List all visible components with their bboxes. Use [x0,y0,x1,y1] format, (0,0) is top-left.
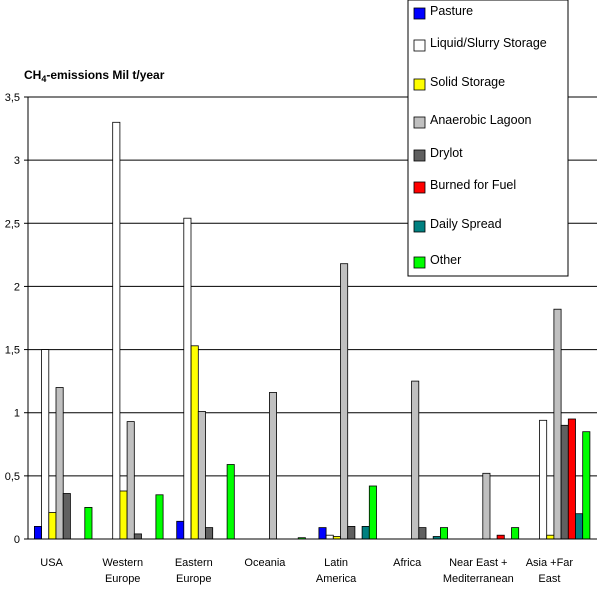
legend-box [407,0,569,277]
bar-drylot [133,533,142,540]
category-label: Asia +Far [526,557,574,569]
bar-liquid-slurry-storage [41,349,50,540]
bar-drylot [62,493,71,540]
legend-swatch [413,181,426,194]
category-labels: USA Western Europe Eastern Europe Oceania Lati… [40,557,573,585]
bar-anaerobic-lagoon [482,472,491,540]
y-tick-label: 0 [14,534,20,546]
legend-swatch [413,39,426,52]
bar-other [439,527,448,540]
legend-entry: Anaerobic Lagoon [430,113,532,127]
category-label: Mediterranean [443,573,514,585]
category-label: Eastern [175,557,213,569]
category-label: USA [40,557,63,569]
bar-anaerobic-lagoon [55,387,64,540]
bar-burned-for-fuel [496,534,505,540]
bar-solid-storage [546,534,555,540]
bar-pasture [176,520,185,540]
legend-entry: Daily Spread [430,217,502,231]
bar-drylot [418,527,427,540]
bar-anaerobic-lagoon [411,380,420,540]
bar-anaerobic-lagoon [553,308,562,540]
bar-other [226,464,235,540]
category-label: Latin [324,557,348,569]
bar-daily-spread [575,513,584,540]
y-tick-label: 1,5 [5,345,20,357]
bar-pasture [318,527,327,540]
y-tick-labels: 0 0,5 1 1,5 2 2,5 3 3,5 [5,92,20,546]
axes [27,97,597,540]
y-axis-title: CH4-emissions Mil t/year [24,68,165,84]
bar-anaerobic-lagoon [268,392,277,540]
y-tick-label: 0,5 [5,471,20,483]
legend-swatch [413,7,426,20]
y-tick-label: 1 [14,408,20,420]
legend-entry: Solid Storage [430,75,505,89]
legend-swatch [413,116,426,129]
category-label: East [538,573,560,585]
legend-entry: Burned for Fuel [430,178,516,192]
y-axis-title-rest: -emissions Mil t/year [46,68,164,82]
bar-daily-spread [361,526,370,540]
bar-other [84,506,93,540]
bar-drylot [560,424,569,540]
bar-other [368,485,377,540]
bar-drylot [347,526,356,540]
legend-swatch [413,149,426,162]
category-label: Europe [176,573,211,585]
bar-drylot [205,527,214,540]
bar-liquid-slurry-storage [112,121,121,540]
bar-liquid-slurry-storage [539,419,548,540]
bar-anaerobic-lagoon [126,421,135,540]
bar-liquid-slurry-storage [325,534,334,540]
bar-solid-storage [119,490,128,540]
bar-pasture [34,526,43,540]
legend-swatch [413,78,426,91]
y-axis-title-main: CH [24,68,41,82]
legend-swatch [413,256,426,269]
category-label: Near East + [449,557,507,569]
legend-entry: Drylot [430,146,463,160]
category-label: America [316,573,357,585]
category-label: Western [102,557,143,569]
y-axis-title-subscript: 4 [41,74,46,84]
bar-solid-storage [48,512,57,540]
y-tick-label: 3,5 [5,92,20,104]
bar-liquid-slurry-storage [183,217,192,540]
legend-entry: Liquid/Slurry Storage [430,36,547,50]
legend-swatch [413,220,426,233]
legend: Pasture Liquid/Slurry Storage Solid Storag… [407,0,569,277]
bar-burned-for-fuel [567,418,576,540]
category-label: Europe [105,573,140,585]
bar-other [511,527,520,540]
bars [34,121,591,540]
y-tick-label: 2 [14,281,20,293]
bar-solid-storage [190,345,199,540]
bar-other [155,494,164,540]
bar-other [582,431,591,540]
y-tick-label: 2,5 [5,218,20,230]
category-label: Oceania [244,557,286,569]
legend-entry: Other [430,253,461,267]
category-label: Africa [393,557,422,569]
legend-entry: Pasture [430,4,473,18]
y-tick-label: 3 [14,155,20,167]
bar-anaerobic-lagoon [197,411,206,540]
bar-anaerobic-lagoon [340,263,349,540]
